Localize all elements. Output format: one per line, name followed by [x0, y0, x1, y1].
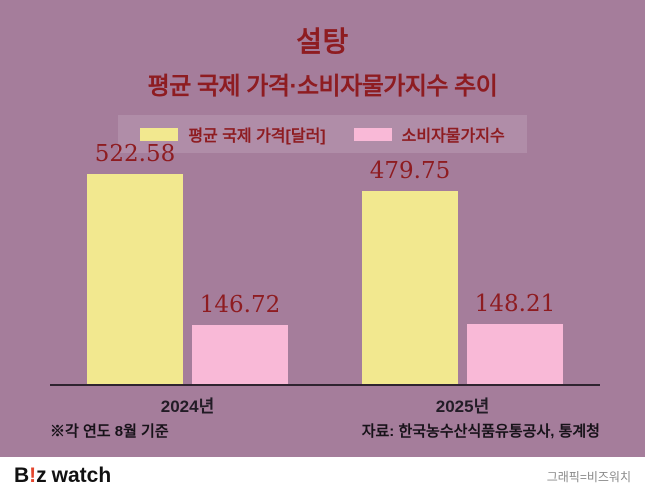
bar-wrap-intl-price-2024: 522.58 — [87, 141, 183, 384]
logo-letter-z: z — [36, 464, 47, 487]
bar-cpi-2025 — [467, 324, 563, 384]
bar-group-2024: 522.58 146.72 — [87, 141, 288, 384]
logo-word-watch: watch — [51, 464, 112, 487]
chart-title: 설탕 — [296, 26, 349, 57]
legend-item-intl-price: 평균 국제 가격[달러] — [140, 122, 326, 146]
bar-intl-price-2024 — [87, 174, 183, 384]
bar-wrap-intl-price-2025: 479.75 — [362, 158, 458, 384]
graphic-credit: 그래픽=비즈워치 — [546, 469, 631, 484]
x-axis-label-2024: 2024년 — [160, 397, 215, 416]
bar-chart: 522.58 146.72 479.75 148.21 — [50, 140, 600, 386]
bar-value-label: 148.21 — [474, 291, 556, 318]
bar-value-label: 522.58 — [94, 141, 176, 167]
legend: 평균 국제 가격[달러] 소비자물가지수 — [118, 115, 527, 153]
logo-letter-b: B — [14, 464, 30, 487]
bar-wrap-cpi-2025: 148.21 — [467, 291, 563, 384]
footnotes: ※각 연도 8월 기준 자료: 한국농수산식품유통공사, 통계청 — [50, 420, 600, 441]
footnote-source: 자료: 한국농수산식품유통공사, 통계청 — [361, 423, 600, 440]
bar-cpi-2024 — [192, 325, 288, 384]
chart-subtitle: 평균 국제 가격·소비자물가지수 추이 — [147, 73, 498, 100]
logo-exclamation: ! — [29, 464, 37, 487]
legend-label: 소비자물가지수 — [401, 128, 505, 145]
bizwatch-logo: B! z watch — [14, 464, 111, 488]
legend-swatch-pink — [353, 127, 392, 141]
title-block: 설탕 평균 국제 가격·소비자물가지수 추이 — [0, 0, 645, 101]
footnote-basis: ※각 연도 8월 기준 — [50, 423, 169, 440]
x-axis-label-2025: 2025년 — [435, 397, 490, 416]
bar-value-label: 146.72 — [199, 292, 281, 319]
legend-label: 평균 국제 가격[달러] — [188, 128, 326, 145]
legend-item-cpi: 소비자물가지수 — [353, 122, 505, 146]
bar-wrap-cpi-2024: 146.72 — [192, 292, 288, 384]
footer-bar: B! z watch 그래픽=비즈워치 — [0, 457, 645, 495]
bar-group-2025: 479.75 148.21 — [362, 158, 563, 384]
x-axis-labels: 2024년 2025년 — [50, 392, 600, 417]
bar-intl-price-2025 — [362, 191, 458, 384]
legend-swatch-yellow — [140, 127, 179, 141]
bar-value-label: 479.75 — [369, 158, 451, 185]
